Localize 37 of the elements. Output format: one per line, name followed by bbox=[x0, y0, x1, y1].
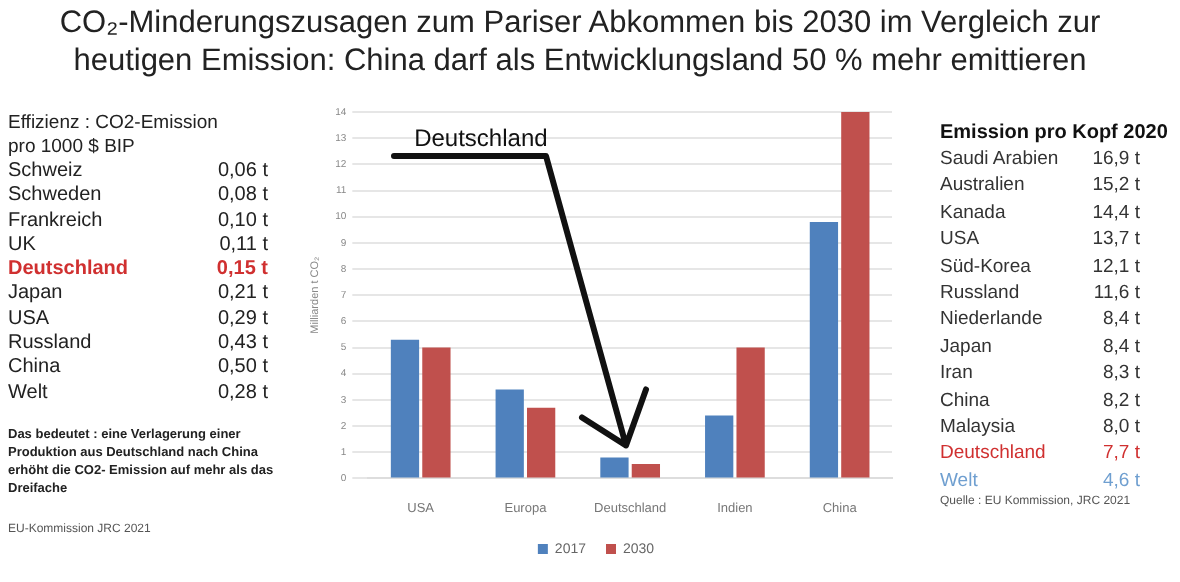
text: China 8,2 t bbox=[940, 389, 1140, 412]
text: Saudi Arabien 16,9 t bbox=[940, 148, 1140, 170]
chart-title: CO₂-Minderungszusagen zum Pariser Abkommen bis 2030 im Vergleich zur heutigen Emission: China darf als Entwicklungsland 50 % mehr emittieren bbox=[57, 4, 1103, 80]
text: Australien 15,2 t bbox=[940, 174, 1140, 197]
bar bbox=[422, 347, 451, 478]
text: Emission pro Kopf 2020 bbox=[940, 120, 1170, 146]
text: Deutschland 7,7 t bbox=[940, 442, 1140, 465]
bar bbox=[390, 339, 420, 478]
text: USA 0,29 t bbox=[8, 307, 268, 330]
text: Schweiz 0,06 t bbox=[8, 160, 268, 182]
text: UK 0,11 t bbox=[8, 233, 268, 256]
text: Malaysia 8,0 t bbox=[940, 416, 1140, 439]
bar bbox=[809, 221, 839, 478]
text: Deutschland 0,15 t bbox=[8, 258, 268, 281]
bar bbox=[600, 457, 629, 478]
bar bbox=[527, 407, 556, 478]
text: Welt 0,28 t bbox=[8, 381, 268, 404]
text: Effizienz : CO2-Emission pro 1000 $ BIP bbox=[8, 112, 220, 160]
bar bbox=[495, 389, 524, 478]
text: Iran 8,3 t bbox=[940, 362, 1140, 385]
text: Süd-Korea 12,1 t bbox=[940, 255, 1140, 278]
text: Japan 0,21 t bbox=[8, 282, 268, 305]
annotation: Deutschland bbox=[414, 124, 548, 152]
text: Russland 11,6 t bbox=[940, 282, 1140, 305]
bar bbox=[736, 347, 765, 478]
text: Russland 0,43 t bbox=[8, 332, 268, 355]
text: Kanada 14,4 t bbox=[940, 201, 1140, 224]
text: Niederlande 8,4 t bbox=[940, 308, 1140, 331]
text: China 0,50 t bbox=[8, 356, 268, 379]
text: Frankreich 0,10 t bbox=[8, 209, 268, 232]
text: Schweden 0,08 t bbox=[8, 184, 268, 207]
bar bbox=[705, 415, 734, 478]
text: Welt 4,6 t bbox=[940, 469, 1140, 492]
text: USA 13,7 t bbox=[940, 228, 1140, 251]
text: Japan 8,4 t bbox=[940, 335, 1140, 358]
bar bbox=[631, 464, 661, 478]
bar bbox=[841, 112, 870, 478]
